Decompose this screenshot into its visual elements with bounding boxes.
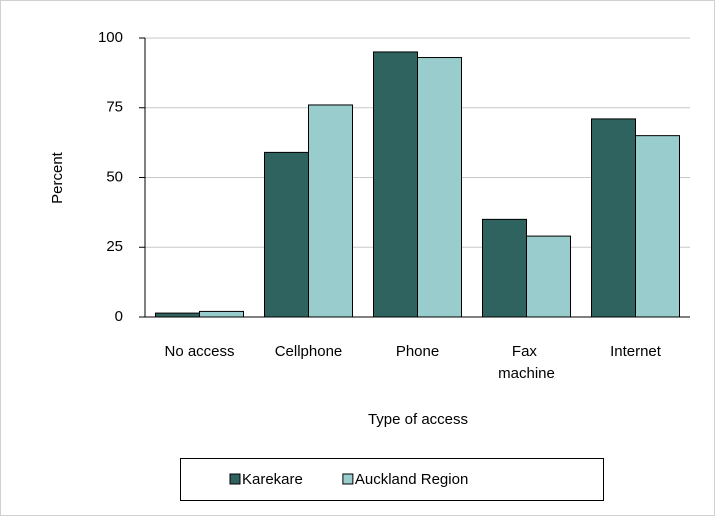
- bar: [591, 118, 636, 318]
- x-tick-label: Phone: [396, 343, 439, 360]
- legend-box: [180, 458, 604, 501]
- bar: [526, 235, 571, 318]
- legend-swatch: [342, 473, 354, 485]
- bar: [635, 135, 680, 318]
- bar: [417, 57, 462, 318]
- bar: [199, 310, 244, 318]
- x-tick-label: Internet: [610, 343, 662, 360]
- bar: [308, 104, 353, 318]
- y-axis-title: Percent: [49, 151, 66, 204]
- bar: [264, 151, 309, 318]
- x-tick-label: Fax machine: [498, 343, 555, 382]
- legend-label: Auckland Region: [355, 471, 468, 488]
- y-tick-label: 25: [106, 238, 123, 255]
- x-tick-label: No access: [164, 343, 234, 360]
- y-tick-label: 100: [98, 29, 123, 46]
- x-tick-label: Cellphone: [275, 343, 343, 360]
- bar: [373, 51, 418, 318]
- legend-swatch: [229, 473, 241, 485]
- bar: [482, 218, 527, 318]
- y-tick-label: 50: [106, 168, 123, 185]
- x-axis-title: Type of access: [368, 411, 468, 428]
- y-tick-label: 75: [106, 99, 123, 116]
- y-tick-label: 0: [115, 308, 123, 325]
- legend-label: Karekare: [242, 471, 303, 488]
- bar: [155, 312, 200, 318]
